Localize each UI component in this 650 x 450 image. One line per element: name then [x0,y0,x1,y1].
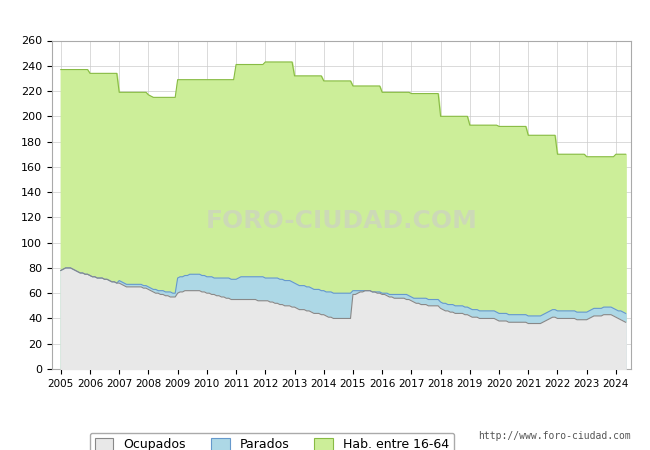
Text: http://www.foro-ciudad.com: http://www.foro-ciudad.com [478,431,630,441]
Text: Isar - Evolucion de la poblacion en edad de Trabajar Mayo de 2024: Isar - Evolucion de la poblacion en edad… [29,9,621,24]
Legend: Ocupados, Parados, Hab. entre 16-64: Ocupados, Parados, Hab. entre 16-64 [90,433,454,450]
Text: FORO-CIUDAD.COM: FORO-CIUDAD.COM [205,209,477,233]
